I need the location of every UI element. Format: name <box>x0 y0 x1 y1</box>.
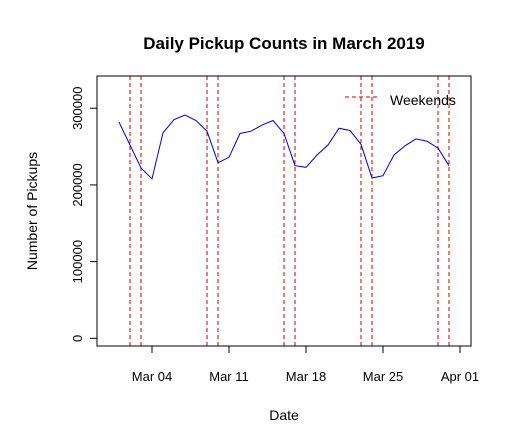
x-tick-label: Mar 25 <box>363 369 403 384</box>
series-group <box>118 114 450 180</box>
y-tick-label: 0 <box>70 335 85 342</box>
legend-label: Weekends <box>390 92 456 108</box>
y-tick-label: 100000 <box>70 240 85 283</box>
y-tick-label: 200000 <box>70 163 85 206</box>
legend: Weekends <box>345 92 456 108</box>
weekend-lines <box>129 76 450 346</box>
y-axis-label: Number of Pickups <box>24 152 40 270</box>
series-line <box>118 114 450 180</box>
x-axis: Mar 04 Mar 11 Mar 18 Mar 25 Apr 01 <box>132 346 479 384</box>
x-axis-label: Date <box>269 407 299 423</box>
chart-title: Daily Pickup Counts in March 2019 <box>143 34 425 53</box>
x-tick-label: Mar 11 <box>209 369 249 384</box>
plot-frame <box>96 75 472 347</box>
x-tick-label: Mar 04 <box>132 369 172 384</box>
y-axis: 0 100000 200000 300000 <box>70 87 97 342</box>
y-tick-label: 300000 <box>70 87 85 130</box>
x-tick-label: Apr 01 <box>441 369 479 384</box>
x-tick-label: Mar 18 <box>286 369 326 384</box>
